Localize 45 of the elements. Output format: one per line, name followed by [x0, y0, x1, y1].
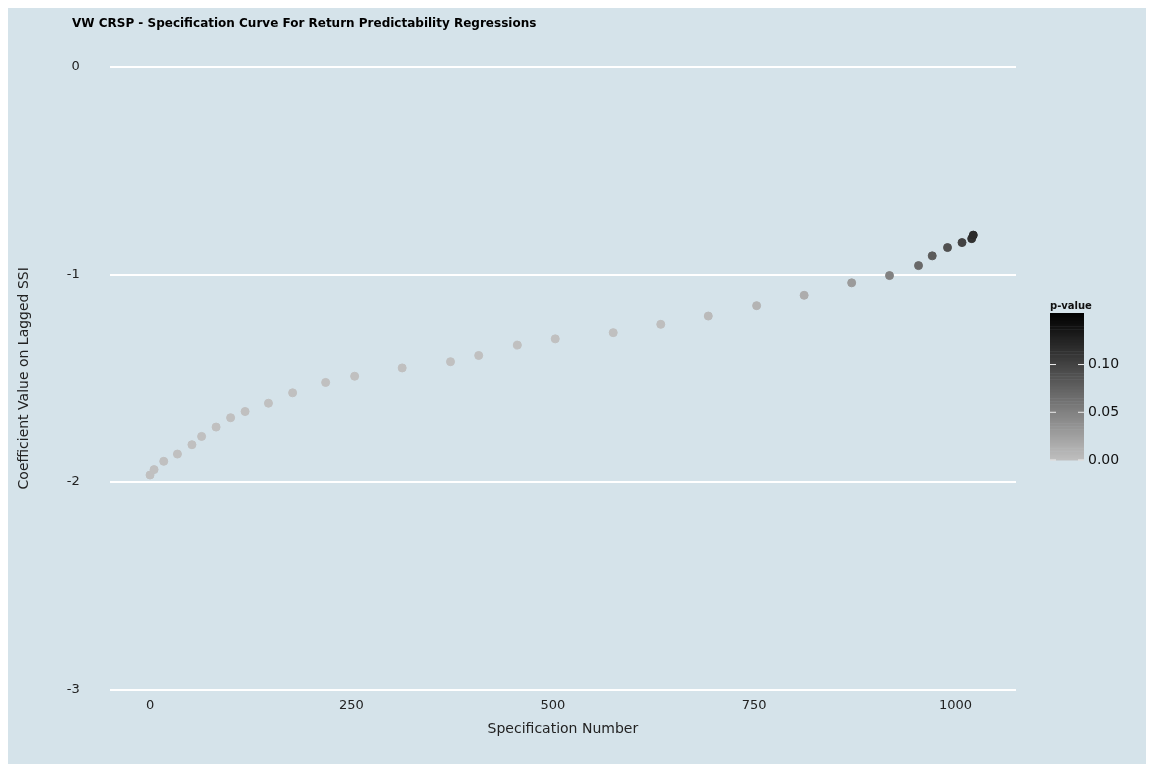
x-tick-label: 250 — [339, 696, 364, 712]
y-tick-label: 0 — [71, 58, 80, 74]
point — [885, 271, 895, 281]
point — [608, 328, 618, 338]
color-bar-label: 0.10 — [1088, 355, 1120, 372]
point — [474, 350, 484, 360]
point — [703, 311, 713, 321]
x-tick-label: 750 — [741, 696, 767, 712]
point — [752, 301, 762, 311]
x-tick-label: 1000 — [939, 696, 973, 712]
point — [172, 449, 182, 459]
point — [957, 238, 967, 248]
point — [914, 261, 924, 271]
color-bar-label: 0.00 — [1088, 450, 1120, 467]
point — [656, 319, 666, 329]
point — [149, 465, 159, 475]
color-bar-title: p-value — [1050, 299, 1093, 311]
x-axis-title: Specification Number — [487, 720, 639, 737]
point — [550, 334, 560, 344]
y-tick-label: -2 — [66, 473, 80, 489]
chart-title: VW CRSP - Specification Curve For Return Predictability Regressions — [72, 16, 537, 31]
point — [263, 398, 273, 408]
point — [240, 407, 250, 417]
point — [446, 357, 456, 367]
point — [799, 290, 809, 300]
point — [159, 456, 169, 466]
y-tick-label: -1 — [66, 265, 80, 281]
point — [927, 251, 937, 261]
point — [187, 440, 197, 450]
point — [350, 371, 360, 381]
point — [943, 243, 953, 253]
point — [226, 413, 236, 423]
point — [288, 388, 298, 398]
x-tick-label: 0 — [145, 696, 155, 712]
point — [197, 431, 207, 441]
color-bar-label: 0.05 — [1088, 402, 1120, 419]
point — [968, 230, 978, 240]
point — [512, 340, 522, 350]
y-tick-label: -3 — [66, 680, 80, 696]
point — [211, 422, 221, 432]
y-axis-title: Coefficient Value on Lagged SSI — [15, 267, 32, 490]
point — [397, 363, 407, 373]
point — [321, 377, 331, 387]
x-tick-label: 500 — [540, 696, 566, 712]
point — [847, 278, 857, 288]
